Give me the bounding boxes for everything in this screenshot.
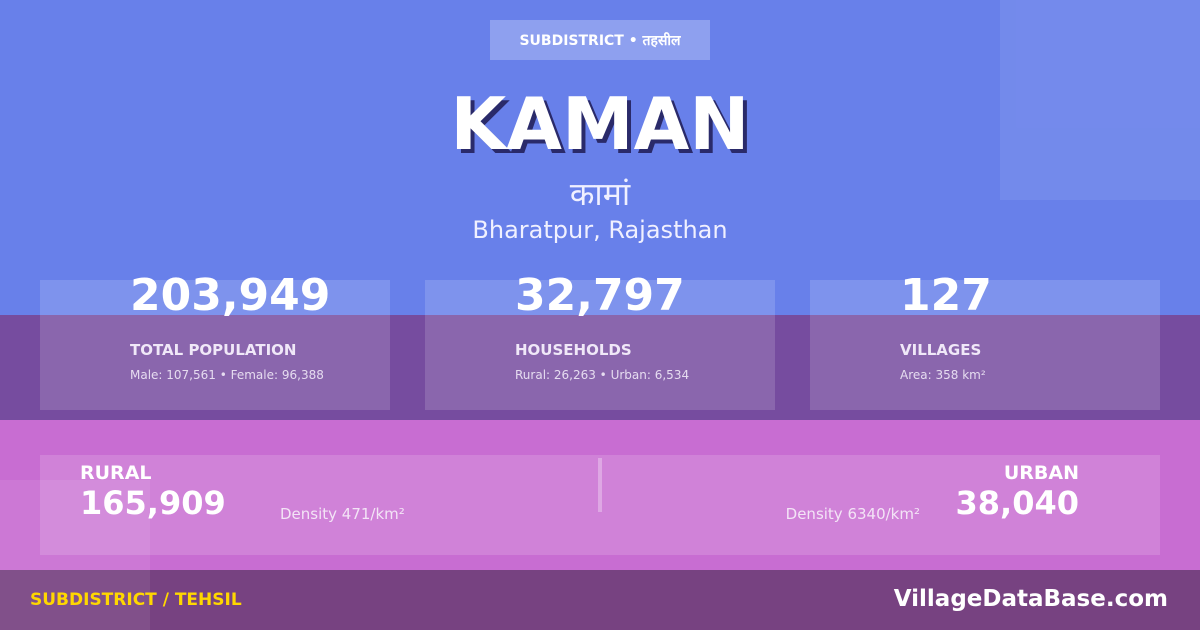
stat-card-villages: 127 VILLAGES Area: 358 km²: [810, 270, 1160, 410]
rural-urban-panel: [40, 455, 1160, 555]
header-band: [0, 0, 1200, 315]
stat-card-households: 32,797 HOUSEHOLDS Rural: 26,263 • Urban:…: [425, 270, 775, 410]
site-logo[interactable]: VillageDataBase.com: [893, 586, 1168, 612]
urban-value: 38,040: [955, 484, 1079, 522]
urban-label: URBAN: [1003, 462, 1079, 484]
stat-label: HOUSEHOLDS: [515, 341, 632, 359]
decorative-square: [0, 480, 150, 630]
type-badge: SUBDISTRICT • तहसील: [490, 20, 710, 60]
stat-detail: Area: 358 km²: [900, 368, 986, 382]
stat-detail: Male: 107,561 • Female: 96,388: [130, 368, 324, 382]
hindi-title: कामां: [569, 175, 631, 213]
location: Bharatpur, Rajasthan: [472, 216, 728, 244]
footer-band: [0, 570, 1200, 630]
rural-label: RURAL: [80, 462, 152, 484]
stat-card-population: 203,949 TOTAL POPULATION Male: 107,561 •…: [40, 270, 390, 410]
rural-urban-band: [0, 420, 1200, 570]
page-title: KAMAN: [450, 82, 750, 166]
stat-value: 203,949: [130, 270, 331, 321]
rural-density: Density 471/km²: [280, 505, 405, 523]
footer-category: SUBDISTRICT / TEHSIL: [30, 590, 242, 610]
urban-density: Density 6340/km²: [785, 505, 920, 523]
stat-value: 32,797: [515, 270, 685, 321]
stat-label: VILLAGES: [900, 341, 982, 359]
decorative-square: [1000, 0, 1200, 200]
stats-band: [0, 315, 1200, 420]
rural-value: 165,909: [80, 484, 226, 522]
stat-detail: Rural: 26,263 • Urban: 6,534: [515, 368, 690, 382]
stat-value: 127: [900, 270, 992, 321]
divider: [598, 458, 602, 512]
stat-label: TOTAL POPULATION: [130, 341, 297, 359]
